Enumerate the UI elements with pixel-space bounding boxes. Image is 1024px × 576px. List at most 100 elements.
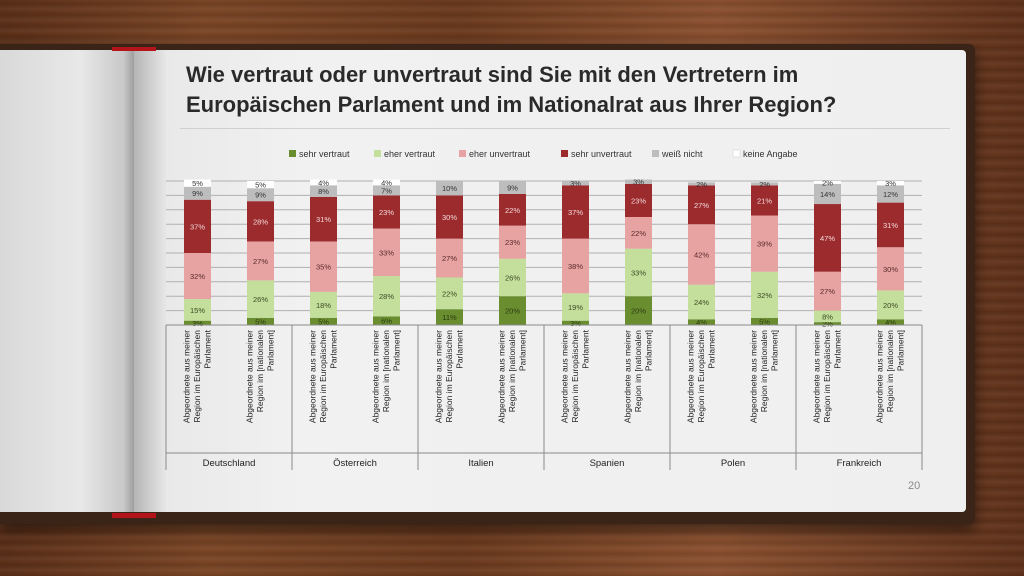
- bar-segment: [499, 193, 526, 226]
- bar-segment: [499, 258, 526, 297]
- bar-segment: [814, 271, 841, 311]
- data-label: 33%: [631, 268, 646, 277]
- bar-segment: [436, 195, 463, 239]
- category-label-line: Region im Europäischen: [570, 330, 580, 423]
- category-label-line: Abgeordnete aus meiner: [182, 330, 192, 423]
- data-label: 2%: [696, 180, 707, 189]
- bookmark-ribbon-bottom: [112, 513, 156, 518]
- group-label: Polen: [721, 458, 745, 469]
- category-label-line: Region im [nationalen: [255, 330, 265, 412]
- bar-segment: [625, 248, 652, 297]
- data-label: 19%: [568, 303, 583, 312]
- bar-segment: [310, 185, 337, 197]
- bar-segment: [688, 319, 715, 325]
- book-left-page: [0, 50, 134, 512]
- category-label-line: Parlament]: [644, 330, 654, 371]
- bar-segment: [877, 290, 904, 320]
- category-label-line: Parlament: [455, 329, 465, 368]
- data-label: 4%: [381, 178, 392, 187]
- bar-segment: [436, 181, 463, 196]
- data-label: 2%: [822, 320, 833, 329]
- data-label: 21%: [757, 196, 772, 205]
- bar-segment: [877, 185, 904, 203]
- data-label: 27%: [442, 254, 457, 263]
- bar-segment: [184, 199, 211, 253]
- data-label: 22%: [631, 229, 646, 238]
- legend-label: eher vertraut: [384, 149, 436, 159]
- bar-segment: [247, 201, 274, 242]
- category-label-line: Region im [nationalen: [381, 330, 391, 412]
- category-label-line: Parlament: [707, 329, 717, 368]
- bar-segment: [373, 316, 400, 325]
- category-label-line: Abgeordnete aus meiner: [623, 330, 633, 423]
- data-label: 30%: [442, 213, 457, 222]
- data-label: 24%: [694, 298, 709, 307]
- bar-segment: [247, 280, 274, 318]
- bar-segment: [499, 296, 526, 325]
- bar-segment: [562, 293, 589, 321]
- data-label: 3%: [570, 319, 581, 328]
- group-label: Spanien: [590, 458, 625, 469]
- bookmark-ribbon-top: [112, 47, 156, 51]
- data-label: 15%: [190, 306, 205, 315]
- bar-segment: [247, 241, 274, 281]
- bar-segment: [688, 182, 715, 186]
- legend-label: keine Angabe: [743, 149, 798, 159]
- data-label: 27%: [820, 287, 835, 296]
- chart-title: Wie vertraut oder unvertraut sind Sie mi…: [186, 62, 837, 117]
- data-label: 42%: [694, 250, 709, 259]
- data-label: 20%: [883, 301, 898, 310]
- bar-segment: [562, 181, 589, 186]
- data-label: 31%: [316, 215, 331, 224]
- bar-segment: [688, 224, 715, 285]
- data-label: 9%: [507, 183, 518, 192]
- bar-segment: [562, 238, 589, 294]
- bar-segment: [625, 296, 652, 325]
- category-label-line: Parlament: [329, 329, 339, 368]
- bar-segment: [814, 183, 841, 205]
- data-label: 39%: [757, 240, 772, 249]
- bar-segment: [499, 181, 526, 194]
- category-label-line: Region im Europäischen: [822, 330, 832, 423]
- bar-segment: [436, 277, 463, 310]
- category-label: Abgeordnete aus meinerRegion im Europäis…: [308, 329, 339, 423]
- data-label: 14%: [820, 190, 835, 199]
- bar-segment: [184, 186, 211, 200]
- bar-segment: [688, 284, 715, 320]
- category-label: Abgeordnete aus meinerRegion im [nationa…: [497, 330, 528, 423]
- data-label: 32%: [757, 291, 772, 300]
- data-label: 37%: [568, 208, 583, 217]
- data-label: 28%: [379, 292, 394, 301]
- data-label: 28%: [253, 217, 268, 226]
- data-label: 47%: [820, 234, 835, 243]
- data-label: 22%: [442, 289, 457, 298]
- data-label: 31%: [883, 221, 898, 230]
- data-label: 7%: [381, 186, 392, 195]
- bar-segment: [310, 241, 337, 292]
- data-label: 20%: [631, 307, 646, 316]
- category-label: Abgeordnete aus meinerRegion im Europäis…: [686, 329, 717, 423]
- data-label: 3%: [885, 179, 896, 188]
- category-label: Abgeordnete aus meinerRegion im Europäis…: [560, 329, 591, 423]
- bar-segment: [310, 317, 337, 325]
- data-label: 32%: [190, 272, 205, 281]
- data-label: 4%: [885, 318, 896, 327]
- data-label: 9%: [192, 189, 203, 198]
- category-label-line: Abgeordnete aus meiner: [560, 330, 570, 423]
- category-label-line: Abgeordnete aus meiner: [875, 330, 885, 423]
- category-label-line: Region im Europäischen: [696, 330, 706, 423]
- bar-segment: [814, 310, 841, 323]
- category-label-line: Parlament]: [896, 330, 906, 371]
- category-label-line: Region im Europäischen: [192, 330, 202, 423]
- category-label-line: Parlament: [581, 329, 591, 368]
- data-label: 5%: [192, 179, 203, 188]
- category-label-line: Region im Europäischen: [318, 330, 328, 423]
- legend-swatch: [561, 150, 568, 157]
- bar-segment: [184, 179, 211, 187]
- bar-segment: [373, 276, 400, 317]
- data-label: 23%: [379, 208, 394, 217]
- category-label-line: Parlament]: [266, 330, 276, 371]
- data-label: 6%: [381, 317, 392, 326]
- category-label-line: Abgeordnete aus meiner: [812, 330, 822, 423]
